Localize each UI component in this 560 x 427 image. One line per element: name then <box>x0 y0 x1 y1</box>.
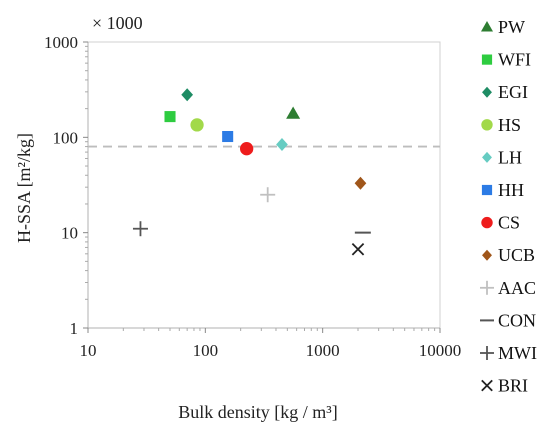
legend: PW WFI EGI HS LH HH CS UCB AAC CON MWI BRI <box>480 17 537 396</box>
legend-label-aac: AAC <box>498 278 536 298</box>
legend-label-bri: BRI <box>498 376 528 396</box>
data-point-hh <box>222 130 234 143</box>
legend-marker-egi <box>482 86 492 98</box>
data-point-hs <box>190 118 204 132</box>
legend-marker-hs <box>481 119 493 131</box>
x-tick-label: 100 <box>193 341 219 360</box>
legend-label-cs: CS <box>498 213 520 233</box>
y-axis-label: H-SSA [m²/kg] <box>14 133 34 243</box>
data-point-pw <box>286 106 301 119</box>
legend-marker-mwi <box>480 346 494 360</box>
multiplier-label: × 1000 <box>92 13 143 33</box>
legend-label-pw: PW <box>498 17 525 37</box>
legend-label-ucb: UCB <box>498 245 535 265</box>
x-tick-label: 10 <box>80 341 97 360</box>
data-point-bri <box>351 243 365 256</box>
data-point-aac <box>260 187 276 203</box>
data-point-ucb <box>354 176 367 190</box>
data-point-mwi <box>132 221 148 237</box>
x-tick-label: 1000 <box>306 341 340 360</box>
legend-label-wfi: WFI <box>498 50 531 70</box>
legend-marker-hh <box>481 184 493 196</box>
legend-marker-ucb <box>482 249 492 261</box>
legend-marker-bri <box>481 379 493 392</box>
data-point-egi <box>181 88 194 102</box>
plot-frame <box>87 41 441 329</box>
legend-label-hs: HS <box>498 115 521 135</box>
legend-label-hh: HH <box>498 180 524 200</box>
legend-label-lh: LH <box>498 147 522 167</box>
legend-label-con: CON <box>498 310 536 330</box>
x-tick-label: 10000 <box>419 341 462 360</box>
y-tick-label: 10 <box>61 224 78 243</box>
legend-marker-wfi <box>481 54 493 65</box>
legend-label-mwi: MWI <box>498 343 537 363</box>
legend-label-egi: EGI <box>498 82 528 102</box>
x-axis-label: Bulk density [kg / m³] <box>178 402 337 422</box>
y-tick-label: 1000 <box>44 33 78 52</box>
data-point-lh <box>276 138 288 152</box>
legend-marker-aac <box>480 280 494 295</box>
data-point-wfi <box>164 111 176 123</box>
legend-marker-cs <box>481 216 493 229</box>
y-tick-label: 1 <box>70 319 79 338</box>
legend-marker-lh <box>482 151 492 163</box>
data-point-cs <box>240 142 254 156</box>
legend-marker-pw <box>481 21 493 32</box>
y-tick-label: 100 <box>53 128 79 147</box>
